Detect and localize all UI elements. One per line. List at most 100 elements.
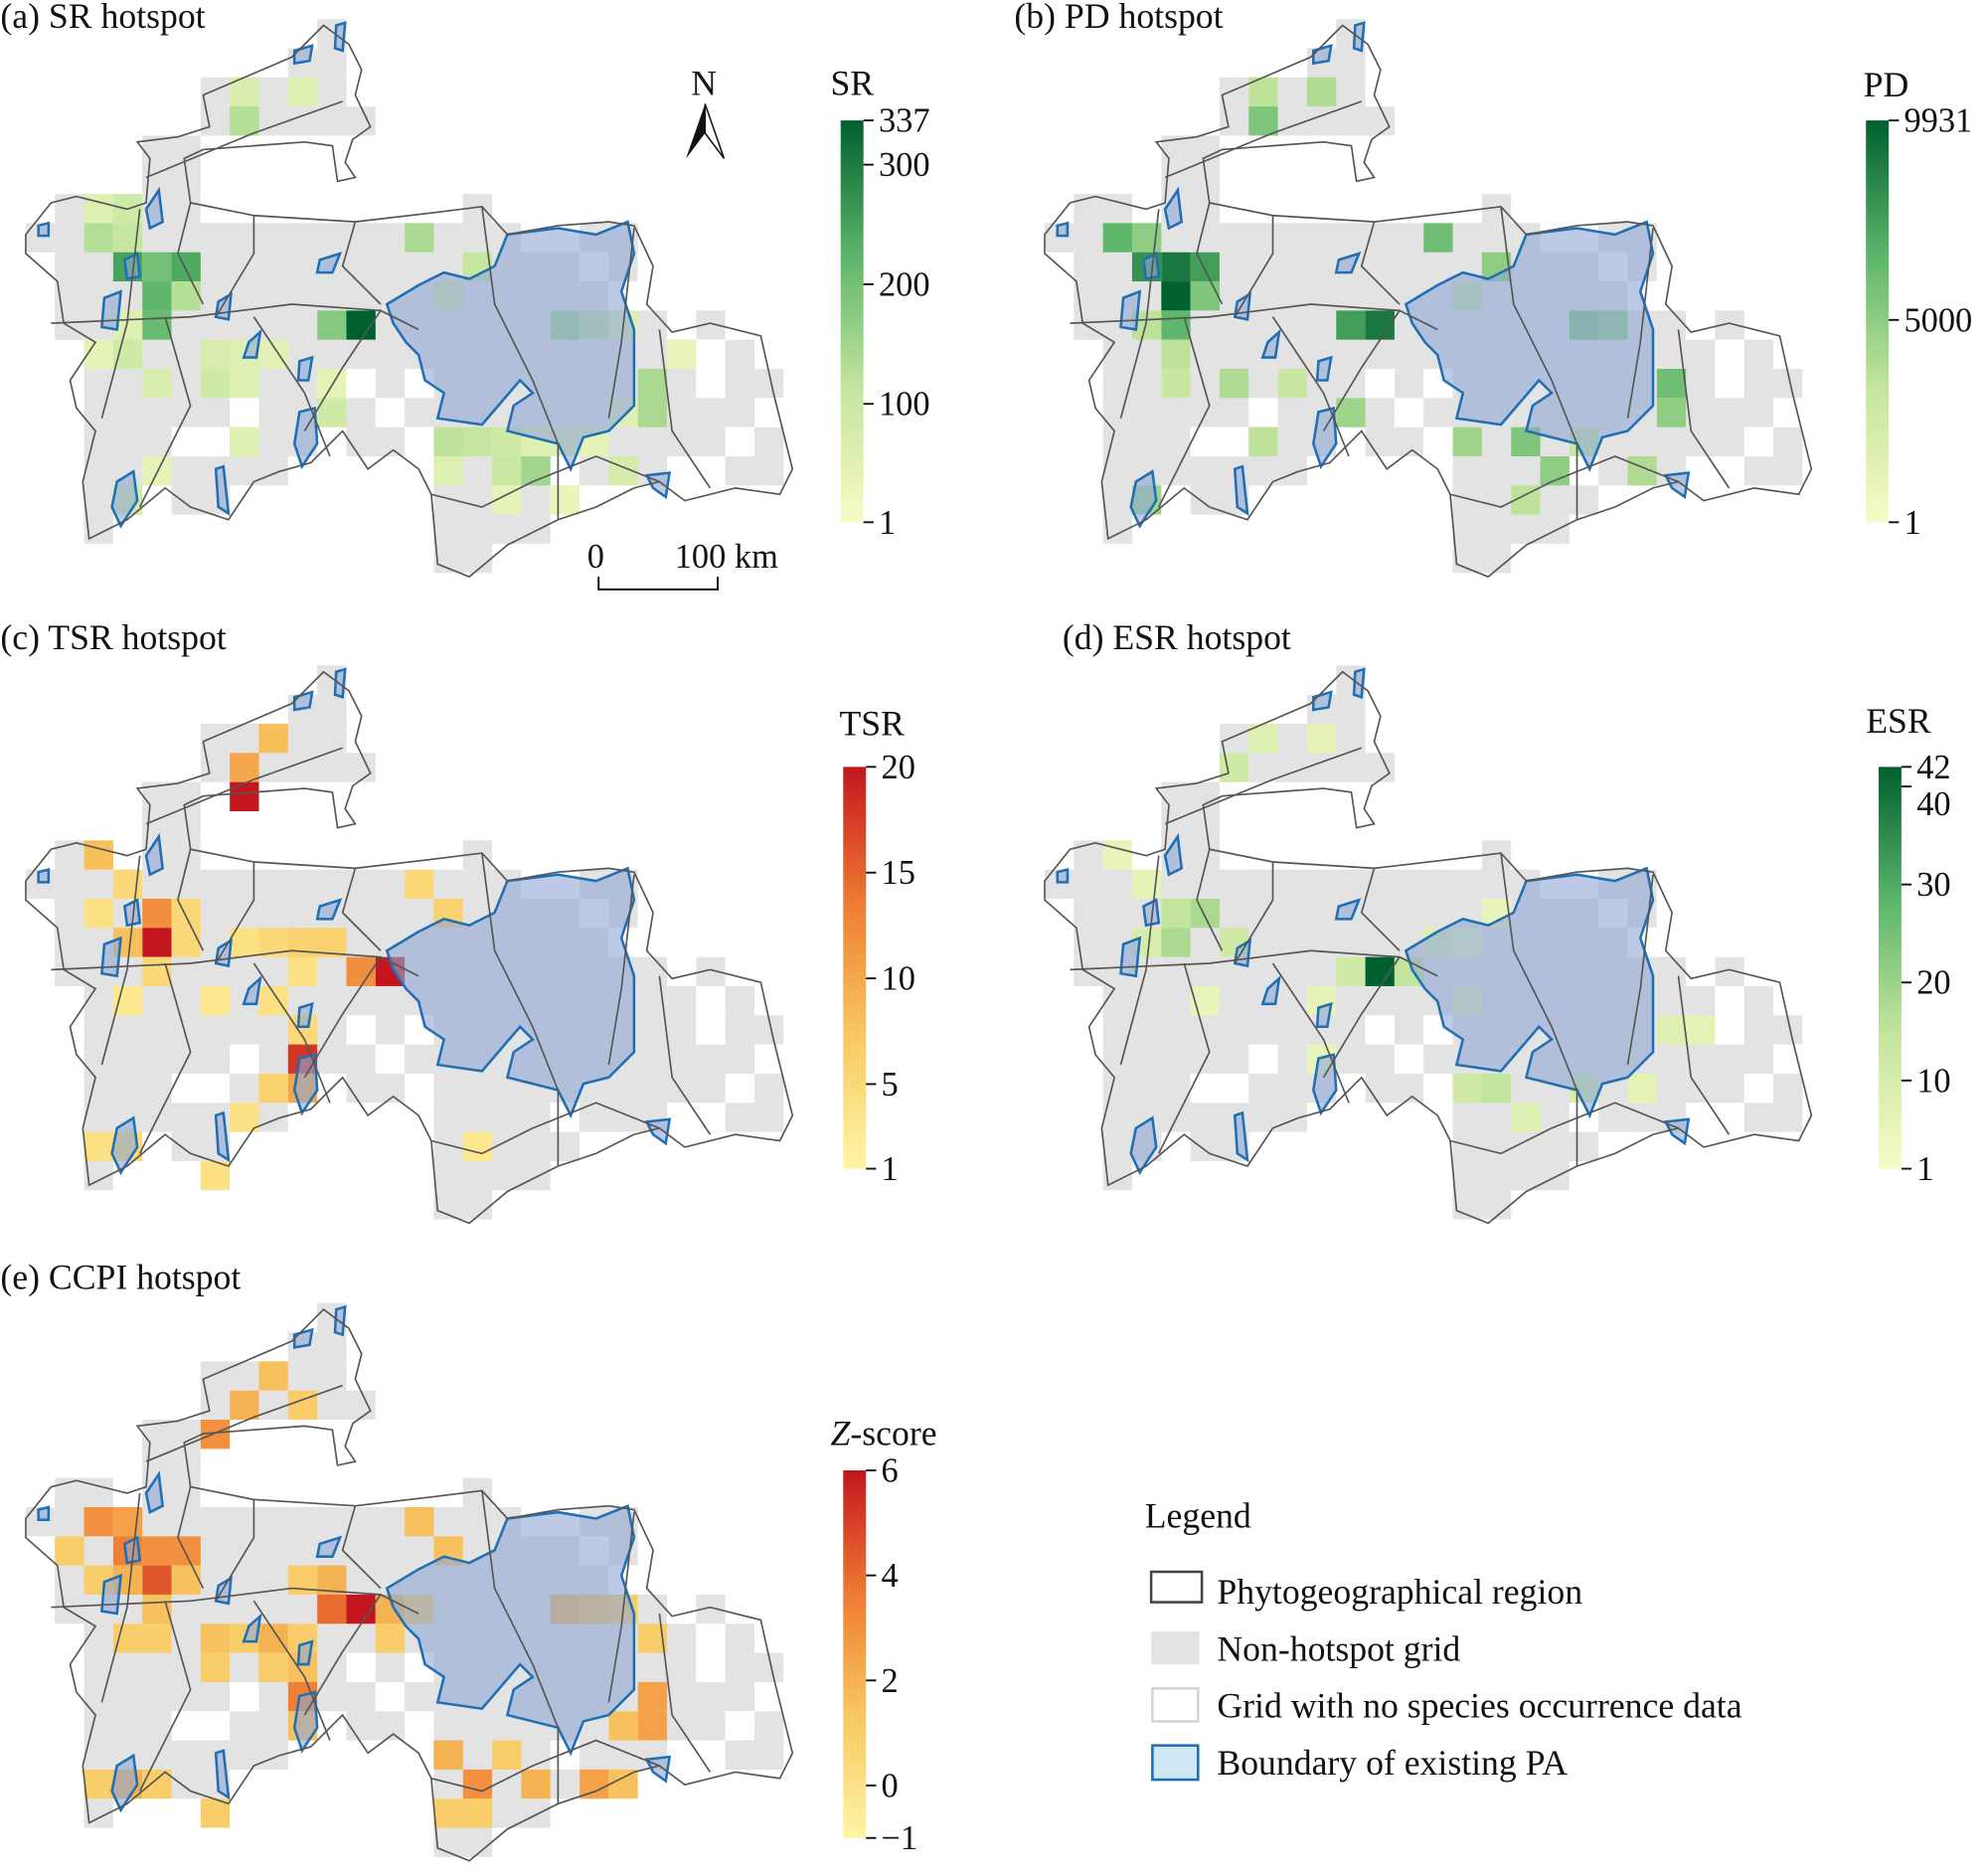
- nonhotspot-grid-cell: [55, 310, 84, 340]
- hotspot-grid-cell: [462, 1131, 493, 1161]
- phytogeographical-region-line: [1196, 849, 1224, 951]
- hotspot-grid-cell: [1161, 369, 1191, 399]
- nodata-grid-cell: [1365, 369, 1395, 399]
- nonhotspot-grid-cell: [1277, 426, 1307, 456]
- nonhotspot-grid-cell: [725, 985, 755, 1016]
- nonhotspot-grid-cell: [287, 724, 318, 754]
- hotspot-grid-cell: [287, 1390, 318, 1420]
- map-panel-e: [25, 1302, 794, 1862]
- nodata-grid-cell: [696, 1652, 726, 1682]
- hotspot-grid-cell: [1511, 1103, 1541, 1132]
- phytogeographical-region-line: [1449, 1102, 1679, 1155]
- nonhotspot-grid-cell: [1306, 869, 1337, 899]
- nonhotspot-grid-cell: [1773, 426, 1803, 456]
- nonhotspot-grid-cell: [1277, 869, 1307, 899]
- nonhotspot-grid-cell: [83, 1536, 113, 1566]
- nonhotspot-grid-cell: [258, 310, 288, 340]
- protected-area-boundary: [1663, 471, 1691, 500]
- nonhotspot-grid-cell: [1248, 898, 1278, 929]
- nonhotspot-grid-cell: [287, 252, 318, 282]
- protected-area-boundary: [1663, 1117, 1691, 1146]
- protected-area-boundary: [292, 1053, 319, 1116]
- map-panel-b: [1044, 19, 1813, 579]
- nonhotspot-grid-cell: [1452, 1160, 1482, 1191]
- nodata-grid-cell: [1715, 985, 1744, 1016]
- nonhotspot-grid-cell: [433, 1103, 463, 1132]
- phytogeographical-region-line: [1164, 100, 1363, 179]
- nodata-grid-cell: [580, 485, 609, 515]
- colorbar-b: 9931 5000 1: [1866, 102, 1972, 542]
- nonhotspot-grid-cell: [696, 398, 726, 427]
- hotspot-grid-cell: [142, 1594, 172, 1624]
- nonhotspot-grid-cell: [317, 1623, 347, 1653]
- nonhotspot-grid-cell: [1131, 339, 1162, 370]
- nonhotspot-grid-cell: [492, 1160, 522, 1191]
- nonhotspot-grid-cell: [637, 310, 668, 340]
- nonhotspot-grid-cell: [200, 1536, 231, 1566]
- nonhotspot-grid-cell: [1161, 1044, 1191, 1074]
- protected-area-boundary: [110, 1753, 139, 1813]
- nonhotspot-grid-cell: [230, 1594, 259, 1624]
- protected-area-boundary: [296, 1001, 314, 1029]
- colorbar-c: 20 15 10 5 1: [843, 749, 915, 1188]
- nonhotspot-grid-cell: [142, 426, 172, 456]
- hotspot-grid-cell: [550, 485, 580, 515]
- nonhotspot-grid-cell: [433, 1506, 463, 1537]
- nodata-grid-cell: [1743, 1073, 1774, 1104]
- nonhotspot-grid-cell: [1743, 1103, 1774, 1132]
- nonhotspot-grid-cell: [492, 1798, 522, 1828]
- nonhotspot-grid-cell: [521, 485, 551, 515]
- nonhotspot-grid-cell: [375, 1506, 406, 1537]
- nonhotspot-grid-cell: [1161, 956, 1191, 986]
- nonhotspot-grid-cell: [230, 956, 259, 986]
- nonhotspot-grid-cell: [1540, 1160, 1570, 1191]
- nonhotspot-grid-cell: [1102, 252, 1132, 282]
- nonhotspot-grid-cell: [1161, 456, 1191, 486]
- nonhotspot-grid-cell: [1686, 369, 1716, 399]
- nonhotspot-grid-cell: [317, 1390, 347, 1420]
- nodata-grid-cell: [346, 1015, 376, 1045]
- hotspot-grid-cell: [1248, 426, 1278, 456]
- hotspot-grid-cell: [200, 1160, 231, 1191]
- nonhotspot-grid-cell: [287, 753, 318, 782]
- nonhotspot-grid-cell: [346, 106, 376, 136]
- nonhotspot-grid-cell: [608, 1073, 638, 1104]
- hotspot-grid-cell: [83, 898, 113, 929]
- nonhotspot-grid-cell: [317, 48, 347, 78]
- nonhotspot-grid-cell: [1190, 369, 1220, 399]
- nonhotspot-grid-cell: [171, 1015, 201, 1045]
- hotspot-grid-cell: [230, 106, 259, 136]
- nonhotspot-grid-cell: [1686, 426, 1716, 456]
- protected-area-boundary: [1119, 289, 1142, 331]
- nonhotspot-grid-cell: [200, 1390, 231, 1420]
- protected-area-boundary: [644, 1755, 672, 1784]
- nonhotspot-grid-cell: [230, 310, 259, 340]
- nonhotspot-grid-cell: [258, 753, 288, 782]
- nonhotspot-grid-cell: [1219, 77, 1249, 107]
- nonhotspot-grid-cell: [1365, 281, 1395, 311]
- nonhotspot-grid-cell: [1102, 1103, 1132, 1132]
- nonhotspot-grid-cell: [667, 1652, 697, 1682]
- nonhotspot-grid-cell: [346, 928, 376, 957]
- nonhotspot-grid-cell: [1394, 339, 1424, 370]
- phytogeographical-region-line: [1234, 215, 1274, 318]
- hotspot-grid-cell: [171, 281, 201, 311]
- nonhotspot-grid-cell: [1743, 1044, 1774, 1074]
- nonhotspot-grid-cell: [1248, 369, 1278, 399]
- nonhotspot-grid-cell: [142, 1073, 172, 1104]
- nonhotspot-grid-cell: [1481, 426, 1512, 456]
- nodata-grid-cell: [1715, 1015, 1744, 1045]
- protected-area-boundary: [214, 1749, 231, 1800]
- nonhotspot-grid-cell: [171, 135, 201, 165]
- nonhotspot-grid-cell: [1074, 252, 1103, 282]
- protected-area-boundary: [122, 1535, 142, 1565]
- hotspot-grid-cell: [230, 369, 259, 399]
- hotspot-grid-cell: [462, 426, 493, 456]
- phytogeographical-region-line: [481, 852, 560, 1166]
- hotspot-grid-cell: [230, 753, 259, 782]
- nodata-grid-cell: [1743, 426, 1774, 456]
- legend-swatch-region: [1149, 1570, 1204, 1604]
- nonhotspot-grid-cell: [171, 369, 201, 399]
- nonhotspot-grid-cell: [1306, 223, 1337, 253]
- nonhotspot-grid-cell: [171, 456, 201, 486]
